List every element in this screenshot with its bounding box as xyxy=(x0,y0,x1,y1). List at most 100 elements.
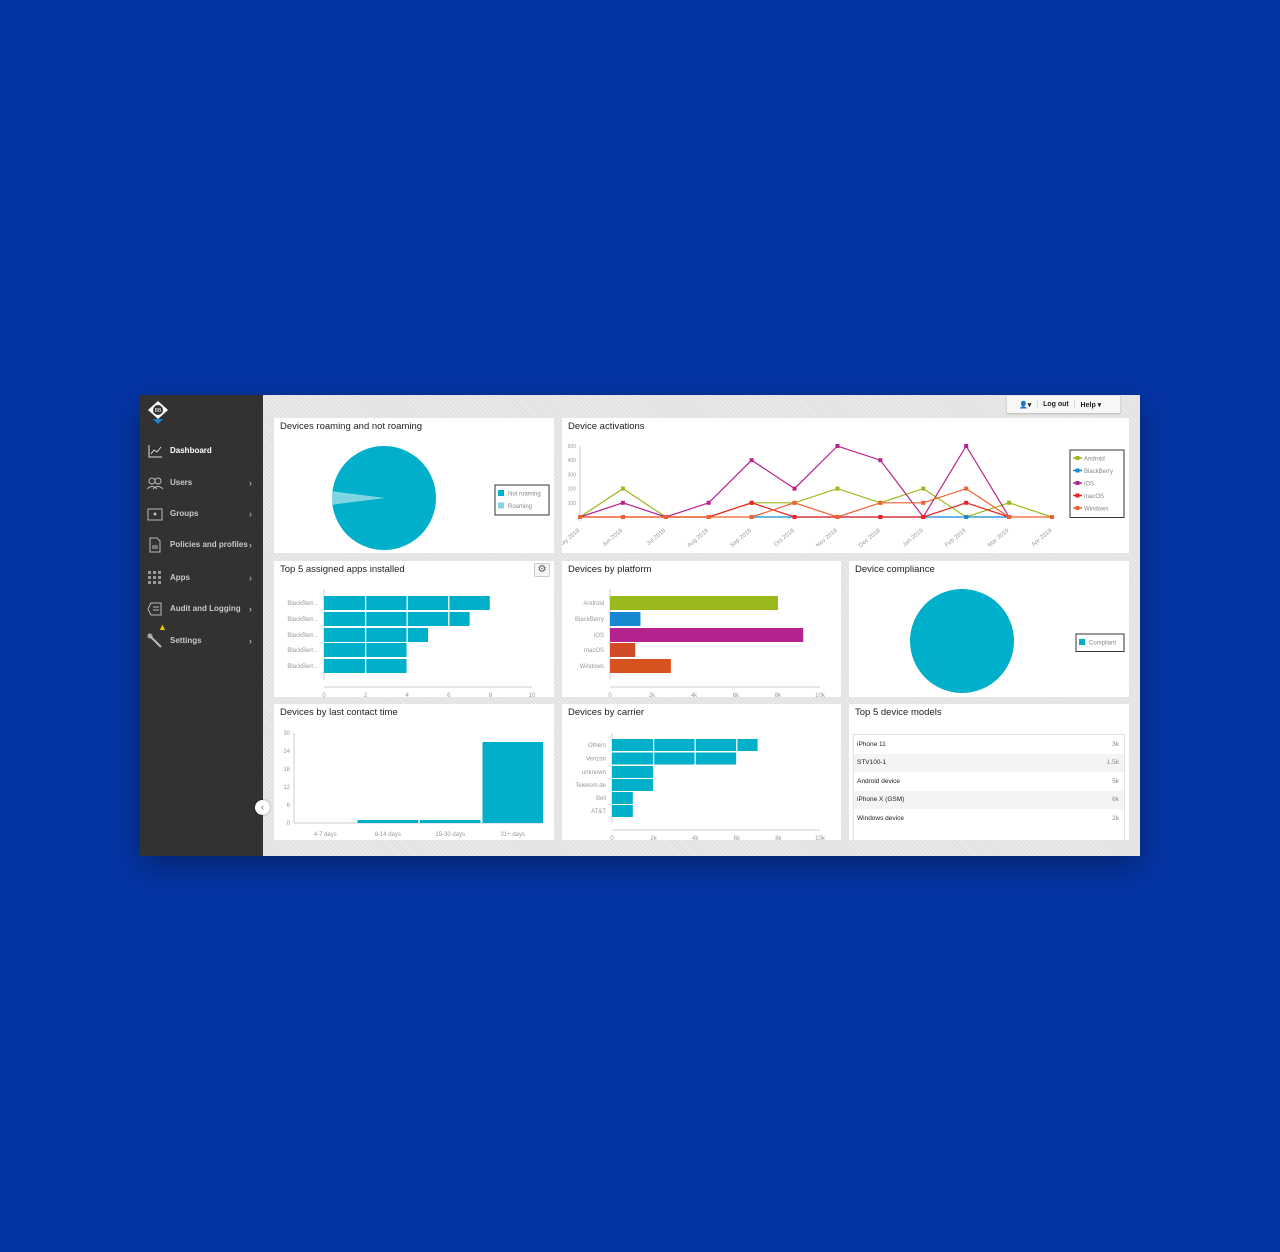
model-name: STV100-1 xyxy=(857,759,887,767)
chevron-right-icon: › xyxy=(249,509,252,519)
legend-label: Android xyxy=(1084,457,1105,463)
category-label: Android xyxy=(583,601,604,607)
tick-label: 300 xyxy=(568,472,577,478)
sidebar-item-label: Dashboard xyxy=(170,446,212,455)
category-label: BlackBerry xyxy=(575,617,604,623)
sidebar: BB Dashboard Users › Groups › Policies and pr… xyxy=(140,395,270,856)
data-point xyxy=(706,500,711,505)
data-point xyxy=(1007,515,1012,519)
series-line-windows xyxy=(580,487,1052,518)
bar xyxy=(612,805,633,817)
legend-marker xyxy=(1075,506,1080,510)
panel-title: Device activations xyxy=(568,421,645,432)
category-label: Feb 2019 xyxy=(944,528,968,549)
bar xyxy=(357,820,418,823)
bar xyxy=(610,612,641,626)
tick-label: 8k xyxy=(775,836,782,840)
data-point xyxy=(878,458,883,463)
sidebar-item-groups[interactable]: Groups › xyxy=(140,500,263,528)
data-point xyxy=(620,486,625,491)
data-point xyxy=(964,500,969,505)
sidebar-item-label: Users xyxy=(170,478,193,487)
data-point xyxy=(749,515,754,519)
category-label: Bell xyxy=(596,796,606,802)
tick-label: 10 xyxy=(529,693,536,697)
logout-link[interactable]: Log out xyxy=(1043,401,1069,408)
panel-title: Top 5 device models xyxy=(855,707,942,718)
tick-label: 2k xyxy=(650,836,657,840)
tick-label: 24 xyxy=(283,749,290,755)
data-point xyxy=(878,500,883,505)
settings-gear-button[interactable]: ⚙ xyxy=(534,563,550,577)
user-menu-bar: 👤▾ | Log out | Help ▾ xyxy=(1007,396,1120,413)
panel-top-apps: Top 5 assigned apps installed BlackBerr..… xyxy=(274,561,554,697)
data-point xyxy=(921,486,926,491)
chevron-right-icon: › xyxy=(249,573,252,583)
data-point xyxy=(835,444,840,448)
panel-title: Devices by carrier xyxy=(568,707,645,718)
data-point xyxy=(921,515,926,519)
tick-label: 0 xyxy=(610,836,614,840)
category-label: Mar 2019 xyxy=(987,528,1011,549)
category-label: Apr 2019 xyxy=(1031,528,1054,549)
tick-label: 2 xyxy=(364,693,368,697)
model-name: Android device xyxy=(857,777,900,785)
list-item[interactable]: iPhone X (GSM) 6k xyxy=(854,790,1124,809)
tick-label: 12 xyxy=(283,785,290,791)
help-menu[interactable]: Help ▾ xyxy=(1080,401,1102,409)
legend-label: iOS xyxy=(1084,482,1094,488)
data-point xyxy=(1050,515,1054,519)
tick-label: 200 xyxy=(568,487,577,493)
category-label: Dec 2018 xyxy=(858,528,882,550)
category-label: BlackBerr... xyxy=(287,617,318,623)
sidebar-item-settings[interactable]: ▲ Settings › xyxy=(140,622,263,655)
bar xyxy=(612,752,737,765)
data-point xyxy=(578,515,582,519)
list-item[interactable]: Windows device 2k xyxy=(854,809,1124,828)
category-label: Windows xyxy=(580,664,604,670)
panel-platform: Devices by platform Android BlackBerry iOS m… xyxy=(562,561,841,697)
model-name: iPhone X (GSM) xyxy=(857,796,905,804)
list-item[interactable]: STV100-1 1.5k xyxy=(854,753,1124,772)
data-point xyxy=(792,515,797,519)
data-point xyxy=(964,486,969,491)
model-name: Windows device xyxy=(857,814,904,822)
model-count: 6k xyxy=(1112,796,1119,804)
category-label: iOS xyxy=(594,633,604,639)
model-count: 2k xyxy=(1112,814,1119,822)
user-icon[interactable]: 👤▾ xyxy=(1019,401,1032,409)
series-line-ios xyxy=(579,444,1010,519)
sidebar-item-policies[interactable]: Policies and profiles › xyxy=(140,531,263,559)
category-label: Jun 2018 xyxy=(601,528,624,549)
model-count: 3k xyxy=(1112,740,1119,748)
tick-label: 4k xyxy=(691,693,698,697)
wrench-icon xyxy=(147,633,162,648)
legend-swatch xyxy=(1079,639,1085,645)
sidebar-item-dashboard[interactable]: Dashboard xyxy=(140,437,263,465)
sidebar-item-audit[interactable]: Audit and Logging › xyxy=(140,595,263,623)
list-item[interactable]: Android device 5k xyxy=(854,772,1124,791)
collapse-sidebar-button[interactable]: ‹ xyxy=(255,800,270,815)
sidebar-item-apps[interactable]: Apps › xyxy=(140,564,263,592)
tick-label: 100 xyxy=(568,501,577,507)
model-count: 1.5k xyxy=(1106,759,1119,767)
data-point xyxy=(706,515,711,519)
panel-roaming: Devices roaming and not roaming Not roami… xyxy=(274,418,554,553)
panel-title: Device compliance xyxy=(855,564,935,575)
panel-title: Devices by platform xyxy=(568,564,652,575)
tick-label: 0 xyxy=(287,821,291,827)
blackberry-logo[interactable]: BB xyxy=(145,399,171,425)
legend-box xyxy=(1075,633,1125,652)
legend-marker xyxy=(1075,481,1080,485)
svg-text:BB: BB xyxy=(155,408,162,414)
grid-icon xyxy=(148,571,161,584)
sidebar-item-users[interactable]: Users › xyxy=(140,469,263,497)
category-label: Others xyxy=(588,743,606,749)
data-point xyxy=(792,500,797,505)
category-label: AT&T xyxy=(591,809,606,815)
list-item[interactable]: iPhone 11 3k xyxy=(854,735,1124,754)
sidebar-item-label: Apps xyxy=(170,573,190,582)
data-point xyxy=(835,515,840,519)
bar xyxy=(612,739,758,751)
category-label: unknown xyxy=(582,770,606,776)
